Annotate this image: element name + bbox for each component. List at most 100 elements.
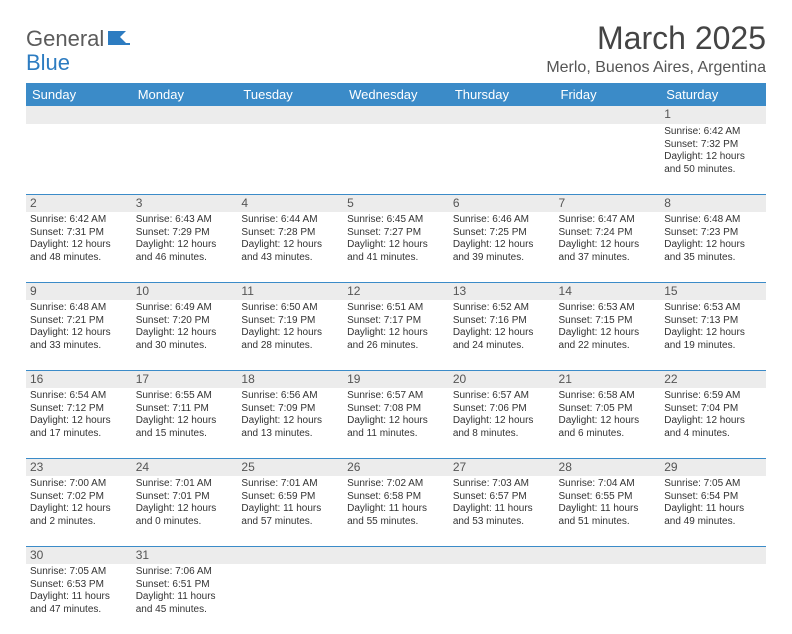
day-cell: Sunrise: 7:05 AMSunset: 6:53 PMDaylight:… [26,564,132,634]
daylight-text: and 37 minutes. [559,252,657,265]
day-number [343,546,449,564]
week-row: Sunrise: 7:00 AMSunset: 7:02 PMDaylight:… [26,476,766,546]
sunrise-text: Sunrise: 6:53 AM [559,302,657,315]
sunset-text: Sunset: 7:12 PM [30,403,128,416]
daylight-text: and 17 minutes. [30,428,128,441]
day-cell: Sunrise: 6:47 AMSunset: 7:24 PMDaylight:… [555,212,661,282]
sunrise-text: Sunrise: 6:59 AM [664,390,762,403]
sunrise-text: Sunrise: 7:00 AM [30,478,128,491]
sunset-text: Sunset: 7:01 PM [136,491,234,504]
daylight-text: Daylight: 12 hours [347,415,445,428]
daylight-text: and 50 minutes. [664,164,762,177]
day-number: 9 [26,282,132,300]
day-cell: Sunrise: 6:42 AMSunset: 7:31 PMDaylight:… [26,212,132,282]
day-cell [237,564,343,634]
sunrise-text: Sunrise: 6:42 AM [664,126,762,139]
sunrise-text: Sunrise: 6:55 AM [136,390,234,403]
daylight-text: Daylight: 12 hours [30,327,128,340]
day-number: 15 [660,282,766,300]
day-number: 27 [449,458,555,476]
day-cell: Sunrise: 6:59 AMSunset: 7:04 PMDaylight:… [660,388,766,458]
daylight-text: and 13 minutes. [241,428,339,441]
sunset-text: Sunset: 7:29 PM [136,227,234,240]
sunrise-text: Sunrise: 6:51 AM [347,302,445,315]
daylight-text: Daylight: 11 hours [347,503,445,516]
day-number [449,106,555,124]
daylight-text: and 43 minutes. [241,252,339,265]
sunset-text: Sunset: 7:16 PM [453,315,551,328]
day-number: 21 [555,370,661,388]
daylight-text: Daylight: 12 hours [559,415,657,428]
daynum-row: 9101112131415 [26,282,766,300]
day-cell [660,564,766,634]
daylight-text: Daylight: 12 hours [664,151,762,164]
day-number: 26 [343,458,449,476]
day-number [26,106,132,124]
daylight-text: and 26 minutes. [347,340,445,353]
sunset-text: Sunset: 7:28 PM [241,227,339,240]
sunrise-text: Sunrise: 6:45 AM [347,214,445,227]
daylight-text: Daylight: 12 hours [347,239,445,252]
daylight-text: Daylight: 12 hours [30,503,128,516]
sunrise-text: Sunrise: 6:54 AM [30,390,128,403]
sunrise-text: Sunrise: 7:04 AM [559,478,657,491]
daynum-row: 1 [26,106,766,124]
day-cell: Sunrise: 6:53 AMSunset: 7:13 PMDaylight:… [660,300,766,370]
daylight-text: and 24 minutes. [453,340,551,353]
day-cell: Sunrise: 6:55 AMSunset: 7:11 PMDaylight:… [132,388,238,458]
day-number [449,546,555,564]
sunrise-text: Sunrise: 6:47 AM [559,214,657,227]
daylight-text: Daylight: 12 hours [136,415,234,428]
header: General March 2025 Merlo, Buenos Aires, … [26,20,766,77]
sunset-text: Sunset: 7:24 PM [559,227,657,240]
daynum-row: 3031 [26,546,766,564]
daylight-text: Daylight: 12 hours [664,415,762,428]
sunset-text: Sunset: 7:13 PM [664,315,762,328]
week-row: Sunrise: 6:54 AMSunset: 7:12 PM Daylight:… [26,388,766,458]
day-cell: Sunrise: 7:00 AMSunset: 7:02 PMDaylight:… [26,476,132,546]
day-number: 19 [343,370,449,388]
day-cell: Sunrise: 7:05 AMSunset: 6:54 PMDaylight:… [660,476,766,546]
day-cell: Sunrise: 6:44 AMSunset: 7:28 PMDaylight:… [237,212,343,282]
week-row: Sunrise: 6:48 AMSunset: 7:21 PMDaylight:… [26,300,766,370]
sunrise-text: Sunrise: 7:06 AM [136,566,234,579]
sunset-text: Sunset: 7:05 PM [559,403,657,416]
day-cell [237,124,343,194]
sunrise-text: Sunrise: 6:52 AM [453,302,551,315]
sunset-text: Sunset: 6:53 PM [30,579,128,592]
day-number: 29 [660,458,766,476]
day-cell: Sunrise: 6:49 AMSunset: 7:20 PMDaylight:… [132,300,238,370]
sunrise-text: Sunrise: 7:03 AM [453,478,551,491]
day-number: 13 [449,282,555,300]
daylight-text: and 19 minutes. [664,340,762,353]
week-row: Sunrise: 6:42 AMSunset: 7:31 PMDaylight:… [26,212,766,282]
day-cell: Sunrise: 6:48 AMSunset: 7:23 PMDaylight:… [660,212,766,282]
day-cell [343,564,449,634]
sunrise-text: Sunrise: 7:02 AM [347,478,445,491]
sunset-text: Sunset: 6:54 PM [664,491,762,504]
daylight-text: and 28 minutes. [241,340,339,353]
day-number: 1 [660,106,766,124]
daylight-text: and 57 minutes. [241,516,339,529]
weekday-header: Friday [555,83,661,106]
daylight-text: Daylight: 12 hours [30,239,128,252]
day-number: 4 [237,194,343,212]
sunset-text: Sunset: 7:04 PM [664,403,762,416]
sunset-text: Sunset: 7:08 PM [347,403,445,416]
week-row: Sunrise: 6:42 AMSunset: 7:32 PMDaylight:… [26,124,766,194]
daylight-text: Daylight: 12 hours [664,239,762,252]
calendar-table: Sunday Monday Tuesday Wednesday Thursday… [26,83,766,634]
day-number: 10 [132,282,238,300]
sunset-text: Sunset: 6:58 PM [347,491,445,504]
day-cell: Sunrise: 6:51 AMSunset: 7:17 PMDaylight:… [343,300,449,370]
day-cell: Sunrise: 6:57 AMSunset: 7:08 PMDaylight:… [343,388,449,458]
sunset-text: Sunset: 7:20 PM [136,315,234,328]
title-block: March 2025 Merlo, Buenos Aires, Argentin… [546,20,766,77]
daylight-text: and 0 minutes. [136,516,234,529]
sunrise-text: Sunrise: 6:46 AM [453,214,551,227]
sunrise-text: Sunrise: 6:50 AM [241,302,339,315]
day-cell: Sunrise: 7:03 AMSunset: 6:57 PMDaylight:… [449,476,555,546]
day-cell: Sunrise: 6:57 AMSunset: 7:06 PMDaylight:… [449,388,555,458]
daylight-text: and 49 minutes. [664,516,762,529]
day-cell: Sunrise: 7:01 AMSunset: 6:59 PMDaylight:… [237,476,343,546]
